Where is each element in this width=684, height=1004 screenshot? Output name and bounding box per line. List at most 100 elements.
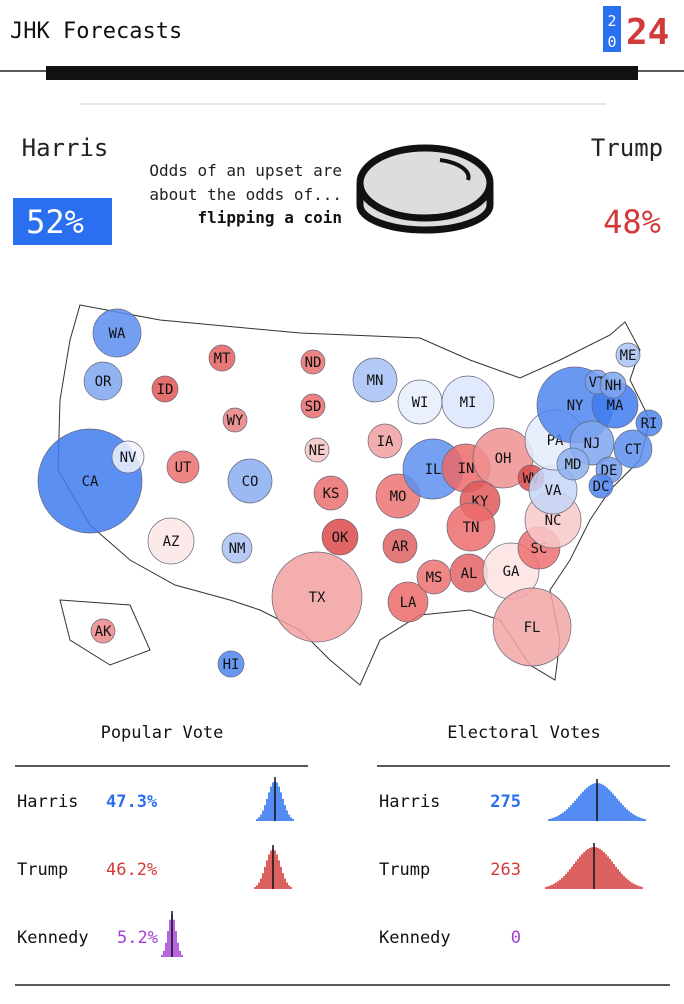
results-tables: Harris 47.3% Harris 275 Trump 46.2% Trump 263 Ke…: [17, 777, 646, 957]
state-bubble: [387, 581, 429, 623]
state-bubbles: WA OR CA NV ID MT WY UT CO AZ NM ND SD NE KS OK TX MN IA MO…: [37, 308, 663, 678]
state-label: NM: [229, 541, 246, 557]
distribution-chart: [548, 779, 646, 821]
state-bubble: [321, 518, 359, 556]
state-label: MA: [607, 398, 624, 414]
state-label: WY: [227, 413, 244, 429]
state-label: LA: [400, 595, 417, 611]
odds-text: about the odds of...: [149, 185, 342, 204]
candidate-name: Harris: [22, 134, 109, 162]
state-label: IL: [425, 462, 442, 478]
state-label: CT: [625, 442, 642, 458]
state-bubble: [382, 528, 418, 564]
state-bubble: [227, 458, 273, 504]
state-label: WA: [109, 326, 126, 342]
section-title: Popular Vote: [101, 723, 224, 743]
state-label: NE: [309, 443, 326, 459]
state-label: TN: [463, 520, 480, 536]
state-label: UT: [175, 460, 192, 476]
state-label: RI: [641, 416, 658, 432]
odds-text: flipping a coin: [198, 208, 343, 227]
state-label: OK: [332, 530, 349, 546]
logo-digit: 2: [607, 12, 616, 30]
updated-banner: [46, 66, 638, 80]
state-label: SD: [305, 399, 322, 415]
row-value: 275: [490, 792, 521, 812]
state-label: CO: [242, 474, 259, 490]
state-bubble: [599, 371, 627, 399]
site-title[interactable]: JHK Forecasts: [10, 19, 182, 44]
state-label: MI: [460, 395, 477, 411]
row-value: 0: [511, 928, 521, 948]
state-label: TX: [309, 590, 326, 606]
distribution-chart: [256, 777, 294, 821]
distribution-chart: [161, 911, 183, 957]
state-label: AR: [392, 539, 409, 555]
row-value: 5.2%: [117, 928, 158, 948]
state-bubble: [615, 342, 641, 368]
state-bubble: [300, 393, 326, 419]
state-bubble: [151, 375, 179, 403]
state-label: NH: [605, 378, 622, 394]
state-bubble: [304, 437, 330, 463]
state-bubble: [83, 361, 123, 401]
state-label: ND: [305, 355, 322, 371]
logo-box: [603, 6, 621, 52]
state-bubble: [367, 423, 403, 459]
state-bubble: [446, 502, 496, 552]
pct-box: [13, 198, 112, 245]
state-label: DC: [593, 479, 610, 495]
state-label: OH: [495, 451, 512, 467]
state-label: NC: [545, 513, 562, 529]
state-bubble: [166, 450, 200, 484]
state-label: NJ: [584, 436, 601, 452]
us-outline: [57, 304, 651, 686]
state-bubble: [492, 587, 572, 667]
row-value: 47.3%: [106, 792, 158, 812]
candidate-name: Trump: [591, 134, 663, 162]
state-label: ME: [620, 348, 637, 364]
state-bubble: [92, 308, 142, 358]
state-label: VA: [545, 483, 562, 499]
row-name: Harris: [17, 792, 78, 812]
row-name: Trump: [17, 860, 68, 880]
state-label: NY: [567, 398, 584, 414]
state-label: MT: [214, 351, 231, 367]
state-bubble: [222, 407, 248, 433]
candidate-pct: 52%: [26, 203, 84, 241]
state-label: MO: [390, 489, 407, 505]
state-bubble: [271, 551, 363, 643]
state-label: ID: [157, 382, 174, 398]
distribution-chart: [254, 845, 292, 889]
state-label: MD: [565, 457, 582, 473]
state-label: NV: [120, 450, 137, 466]
state-bubble: [217, 650, 245, 678]
state-label: AZ: [163, 534, 180, 550]
state-bubble: [208, 344, 236, 372]
state-bubble: [147, 517, 195, 565]
state-label: KS: [323, 486, 340, 502]
row-value: 46.2%: [106, 860, 157, 880]
state-label: IN: [458, 461, 475, 477]
row-value: 263: [490, 860, 521, 880]
state-bubble: [588, 473, 614, 499]
coin-icon: [356, 144, 494, 234]
state-label: AK: [95, 624, 112, 640]
state-label: AL: [461, 566, 478, 582]
section-title: Electoral Votes: [447, 723, 601, 743]
state-bubble: [556, 447, 590, 481]
state-label: FL: [524, 620, 541, 636]
distribution-chart: [545, 843, 643, 889]
row-name: Kennedy: [17, 928, 89, 948]
ak-outline: [59, 599, 151, 666]
state-bubble: [441, 375, 495, 429]
state-label: IA: [377, 434, 394, 450]
state-label: HI: [223, 657, 240, 673]
state-bubble: [313, 475, 349, 511]
header-bar: [0, 0, 684, 70]
state-label: CA: [82, 474, 99, 490]
state-bubble: [352, 357, 398, 403]
state-label: MS: [426, 570, 443, 586]
